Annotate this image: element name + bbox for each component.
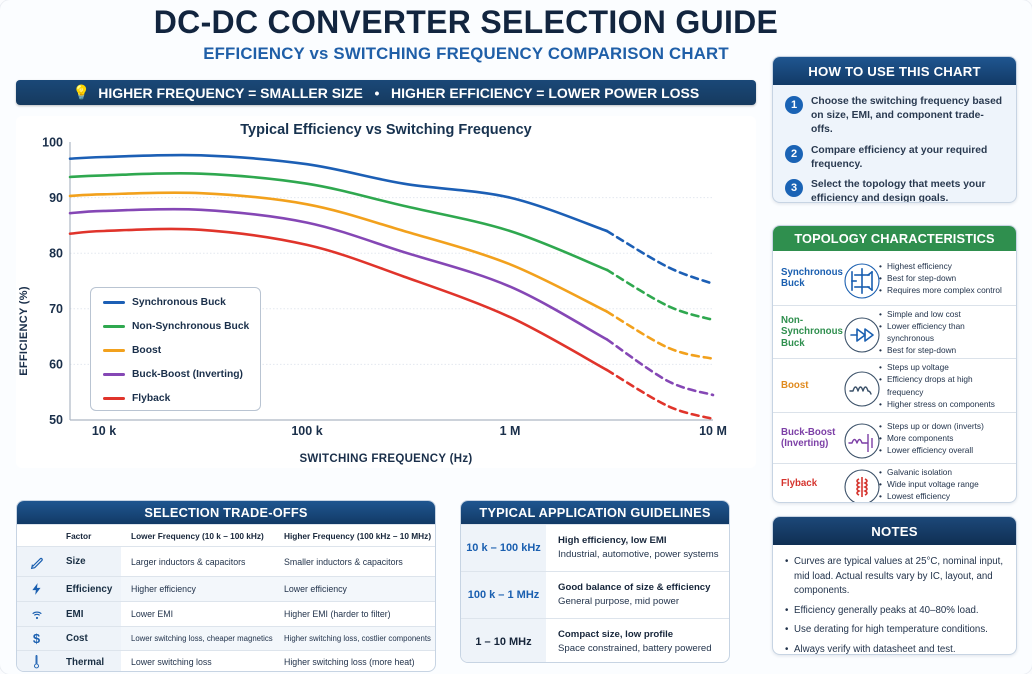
svg-text:80: 80 — [49, 247, 63, 261]
svg-text:100: 100 — [42, 136, 63, 150]
svg-text:60: 60 — [49, 358, 63, 372]
svg-text:100 k: 100 k — [291, 424, 322, 438]
svg-text:10 M: 10 M — [699, 424, 727, 438]
svg-text:1 M: 1 M — [500, 424, 521, 438]
svg-text:90: 90 — [49, 191, 63, 205]
svg-text:10 k: 10 k — [92, 424, 116, 438]
svg-text:50: 50 — [49, 413, 63, 427]
svg-text:70: 70 — [49, 302, 63, 316]
